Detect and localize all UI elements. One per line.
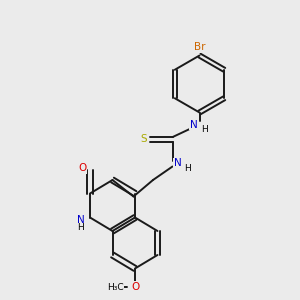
Text: N: N — [174, 158, 182, 169]
Text: O: O — [131, 282, 139, 292]
Text: H₃C: H₃C — [107, 283, 124, 292]
Text: O: O — [78, 163, 87, 173]
Text: Br: Br — [194, 42, 205, 52]
Text: H: H — [184, 164, 191, 173]
Text: S: S — [140, 134, 147, 145]
Text: N: N — [190, 119, 198, 130]
Text: N: N — [77, 215, 85, 225]
Text: H: H — [202, 125, 208, 134]
Text: H: H — [78, 224, 84, 232]
